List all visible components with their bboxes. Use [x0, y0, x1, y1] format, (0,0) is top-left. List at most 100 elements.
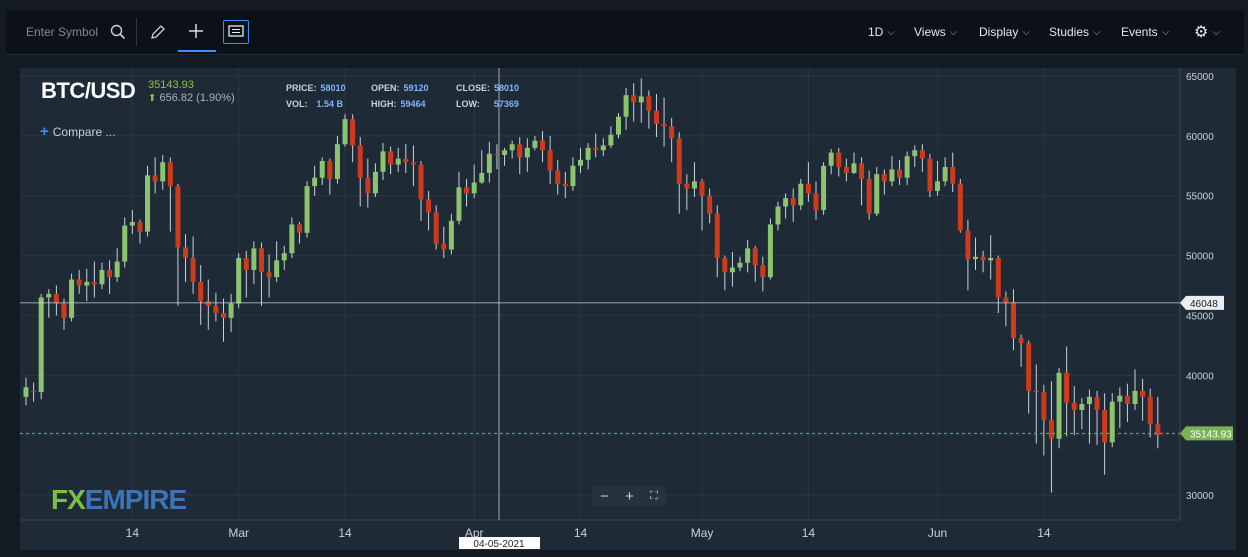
candle-body[interactable]	[623, 95, 629, 117]
candle-body[interactable]	[486, 153, 492, 173]
candle-body[interactable]	[950, 166, 956, 184]
candle-body[interactable]	[684, 183, 690, 189]
candle-body[interactable]	[296, 224, 302, 233]
candle-body[interactable]	[593, 147, 599, 151]
candle-body[interactable]	[714, 213, 720, 258]
candle-body[interactable]	[107, 269, 113, 278]
candle-body[interactable]	[661, 123, 667, 127]
candle-body[interactable]	[532, 140, 538, 148]
candle-body[interactable]	[1094, 396, 1100, 411]
candle-body[interactable]	[289, 224, 295, 254]
candle-body[interactable]	[653, 110, 659, 124]
candle-body[interactable]	[881, 174, 887, 182]
candle-body[interactable]	[327, 160, 333, 179]
candle-body[interactable]	[1010, 302, 1016, 339]
candle-body[interactable]	[350, 119, 356, 146]
candle-body[interactable]	[1079, 404, 1085, 411]
candle-body[interactable]	[783, 198, 789, 207]
candle-body[interactable]	[562, 183, 568, 187]
candle-body[interactable]	[889, 169, 895, 182]
candle-body[interactable]	[1018, 338, 1024, 343]
candle-body[interactable]	[357, 145, 363, 178]
candle-body[interactable]	[767, 224, 773, 278]
candle-body[interactable]	[433, 212, 439, 244]
candle-body[interactable]	[198, 281, 204, 302]
candle-body[interactable]	[23, 387, 29, 397]
candle-body[interactable]	[935, 181, 941, 191]
candle-body[interactable]	[410, 162, 416, 165]
candle-body[interactable]	[904, 156, 910, 178]
candle-body[interactable]	[426, 199, 432, 213]
candle-body[interactable]	[304, 186, 310, 233]
candle-body[interactable]	[418, 164, 424, 200]
interval-dropdown[interactable]: 1D ⌵	[868, 10, 895, 54]
candle-body[interactable]	[220, 313, 226, 318]
candle-body[interactable]	[859, 163, 865, 179]
candle-body[interactable]	[266, 272, 272, 278]
candle-body[interactable]	[836, 152, 842, 167]
candle-body[interactable]	[669, 126, 675, 139]
candle-body[interactable]	[843, 166, 849, 173]
candle-body[interactable]	[1026, 342, 1032, 391]
candle-body[interactable]	[479, 172, 485, 183]
candle-body[interactable]	[403, 158, 409, 163]
candle-body[interactable]	[1140, 390, 1146, 397]
candle-body[interactable]	[1056, 372, 1062, 439]
candle-body[interactable]	[995, 257, 1001, 298]
candle-body[interactable]	[137, 222, 143, 232]
candle-body[interactable]	[1033, 390, 1039, 393]
candle-body[interactable]	[965, 230, 971, 260]
candle-body[interactable]	[524, 147, 530, 158]
candle-body[interactable]	[1117, 395, 1123, 402]
candle-body[interactable]	[380, 151, 386, 172]
candle-body[interactable]	[61, 303, 67, 318]
candle-body[interactable]	[175, 186, 181, 248]
candle-body[interactable]	[790, 198, 796, 206]
candle-body[interactable]	[274, 260, 280, 278]
candle-body[interactable]	[1109, 401, 1115, 443]
candle-body[interactable]	[122, 225, 128, 262]
candle-body[interactable]	[448, 220, 454, 250]
candle-body[interactable]	[547, 150, 553, 171]
candle-body[interactable]	[1071, 402, 1077, 411]
candle-body[interactable]	[699, 181, 705, 196]
candle-body[interactable]	[874, 174, 880, 214]
pencil-icon[interactable]	[149, 23, 167, 41]
candle-body[interactable]	[205, 301, 211, 306]
candle-body[interactable]	[372, 171, 378, 194]
candle-body[interactable]	[676, 138, 682, 184]
candle-body[interactable]	[851, 163, 857, 173]
candle-body[interactable]	[84, 281, 90, 286]
candle-body[interactable]	[1124, 395, 1130, 405]
candle-body[interactable]	[570, 165, 576, 187]
candle-body[interactable]	[281, 253, 287, 261]
candle-body[interactable]	[1147, 396, 1153, 425]
candle-body[interactable]	[1132, 390, 1138, 405]
candle-body[interactable]	[631, 95, 637, 103]
candle-body[interactable]	[585, 147, 591, 160]
candle-body[interactable]	[638, 96, 644, 103]
candle-body[interactable]	[342, 119, 348, 145]
candle-body[interactable]	[1064, 372, 1070, 403]
candle-body[interactable]	[471, 182, 477, 194]
candle-body[interactable]	[114, 261, 120, 278]
candle-body[interactable]	[866, 178, 872, 214]
candle-body[interactable]	[988, 257, 994, 261]
candle-body[interactable]	[1102, 410, 1108, 443]
candle-body[interactable]	[646, 96, 652, 111]
candle-body[interactable]	[555, 170, 561, 184]
candle-body[interactable]	[805, 183, 811, 194]
candle-body[interactable]	[31, 390, 37, 393]
candle-body[interactable]	[919, 150, 925, 159]
fullscreen-icon[interactable]: ⛶	[650, 489, 658, 502]
candle-body[interactable]	[160, 162, 166, 182]
candle-body[interactable]	[813, 193, 819, 211]
candle-body[interactable]	[973, 256, 979, 260]
candle-body[interactable]	[942, 166, 948, 182]
candle-body[interactable]	[69, 279, 75, 318]
candle-body[interactable]	[1155, 424, 1161, 436]
candle-body[interactable]	[464, 187, 470, 194]
candle-body[interactable]	[912, 150, 918, 157]
comments-button[interactable]	[223, 20, 249, 44]
candle-body[interactable]	[258, 248, 264, 273]
